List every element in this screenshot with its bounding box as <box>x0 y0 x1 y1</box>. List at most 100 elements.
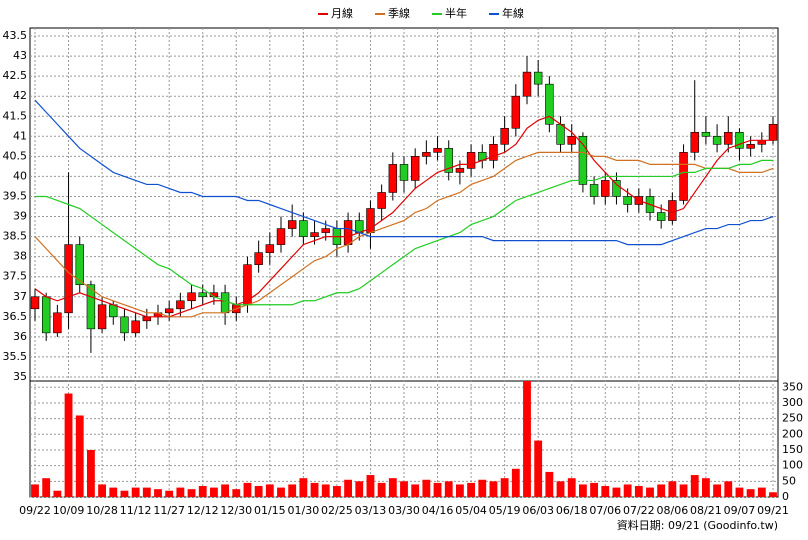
x-tick-label: 12/30 <box>220 504 252 517</box>
candle-body <box>299 220 308 237</box>
y-tick-label: 40 <box>13 169 27 182</box>
volume-bar <box>344 479 353 497</box>
volume-bar <box>668 481 677 497</box>
volume-bar <box>757 487 766 497</box>
volume-bar <box>120 490 129 497</box>
candle-body <box>735 131 744 149</box>
volume-bar <box>42 478 51 497</box>
candle-body <box>522 71 532 97</box>
candle-body <box>668 200 677 221</box>
plot-frame <box>29 27 779 498</box>
volume-bar <box>769 492 777 497</box>
volume-bar <box>377 482 386 497</box>
volume-bar <box>98 484 107 497</box>
candle-body <box>220 292 230 314</box>
volume-bar <box>578 484 587 497</box>
candle-body <box>399 164 409 181</box>
candle-body <box>254 252 263 265</box>
candle-body <box>53 312 62 334</box>
volume-bar <box>198 486 207 497</box>
candle-body <box>724 131 733 145</box>
candle-body <box>187 292 196 302</box>
volume-bar <box>489 481 498 497</box>
y-tick-label: 36 <box>13 330 27 343</box>
x-tick-label: 03/13 <box>355 504 387 517</box>
candle-body <box>533 71 543 85</box>
legend-label: 年線 <box>502 6 524 20</box>
candle-body <box>511 95 521 129</box>
volume-bar <box>109 487 118 497</box>
volume-bar <box>411 484 420 497</box>
source-note: 資料日期: 09/21 (Goodinfo.tw) <box>617 518 778 532</box>
ma-line <box>34 115 773 318</box>
volume-bar <box>478 479 487 497</box>
candle-body <box>601 180 610 197</box>
x-tick-label: 05/19 <box>489 504 521 517</box>
x-tick-label: 05/04 <box>455 504 487 517</box>
x-tick-label: 11/12 <box>120 504 152 517</box>
candle-body <box>567 136 576 145</box>
candle-body <box>701 131 711 137</box>
candle-body <box>612 180 621 197</box>
candle-body <box>388 164 398 193</box>
y2-tick-label: 0 <box>782 490 789 503</box>
candle-body <box>142 316 152 322</box>
volume-bar <box>701 478 710 497</box>
volume-bar <box>388 478 397 497</box>
y-tick-label: 42 <box>13 89 27 102</box>
y-tick-label: 41.5 <box>3 109 28 122</box>
volume-bar <box>299 478 308 497</box>
y-tick-label: 36.5 <box>3 310 28 323</box>
y2-tick-label: 150 <box>782 443 803 456</box>
x-tick-label: 06/18 <box>556 504 588 517</box>
volume-bar <box>713 484 722 497</box>
volume-bar <box>75 415 84 497</box>
x-tick-label: 08/21 <box>690 504 722 517</box>
candle-body <box>455 168 465 173</box>
volume-bar <box>433 482 442 497</box>
volume-bar <box>523 381 531 497</box>
candle-body <box>377 192 386 209</box>
volume-bar <box>265 484 274 497</box>
candle-body <box>589 184 599 197</box>
x-tick-label: 12/12 <box>187 504 219 517</box>
y-tick-label: 35 <box>13 370 27 383</box>
volume-bar <box>545 471 554 497</box>
volume-bar <box>623 484 632 497</box>
candle-body <box>746 144 755 149</box>
volume-bar <box>277 487 285 497</box>
volume-bar <box>690 475 699 497</box>
candle-body <box>433 148 442 153</box>
candle-body <box>690 131 699 153</box>
volume-bar <box>634 486 643 497</box>
candle-body <box>500 127 509 145</box>
candle-body <box>422 152 431 157</box>
y-tick-label: 37 <box>13 290 27 303</box>
candle-body <box>757 140 767 145</box>
candle-body <box>444 148 453 173</box>
candle-body <box>466 152 476 169</box>
x-tick-label: 07/22 <box>623 504 655 517</box>
volume-bar <box>746 489 755 497</box>
volume-bar <box>131 487 140 497</box>
x-tick-label: 02/25 <box>321 504 353 517</box>
ma-line <box>34 151 774 318</box>
volume-bar <box>590 482 599 497</box>
candle-body <box>176 300 185 310</box>
volume-bar <box>142 487 151 497</box>
volume-bar <box>355 481 364 497</box>
y-tick-label: 35.5 <box>3 350 28 363</box>
y-tick-label: 42.5 <box>3 69 28 82</box>
volume-bar <box>332 486 341 497</box>
volume-bar <box>187 489 196 497</box>
x-tick-label: 09/22 <box>19 504 51 517</box>
y-tick-label: 39.5 <box>3 189 28 202</box>
candle-body <box>623 196 632 205</box>
volume-bar <box>176 487 185 497</box>
volume-bar <box>657 484 666 497</box>
volume-bar <box>243 482 252 497</box>
y-tick-label: 43.5 <box>3 29 28 42</box>
y-tick-label: 37.5 <box>3 270 28 283</box>
y-tick-label: 39 <box>13 210 27 223</box>
y2-tick-label: 300 <box>782 396 803 409</box>
